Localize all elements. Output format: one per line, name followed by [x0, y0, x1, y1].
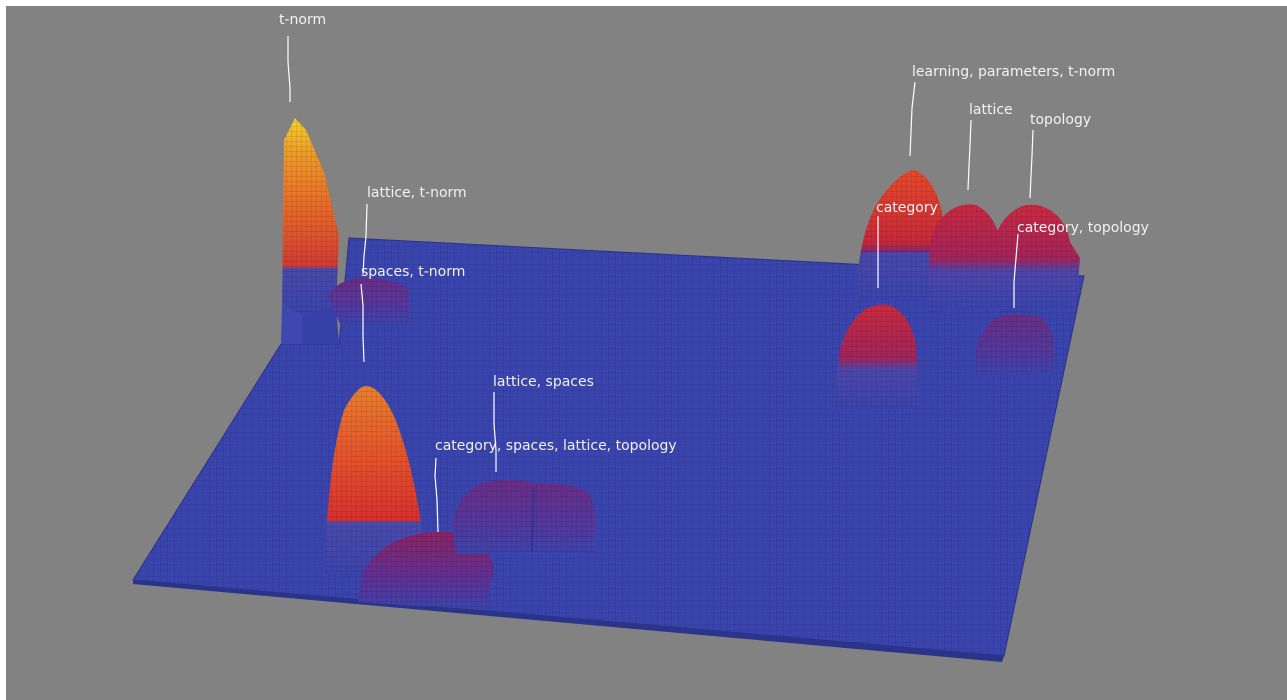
label-spaces-t-norm: spaces, t-norm — [361, 264, 465, 280]
peak-category — [832, 304, 920, 410]
mound-category-topology — [976, 314, 1054, 376]
label-topology: topology — [1030, 112, 1091, 128]
terrain-front-edge — [133, 580, 1004, 662]
leader-lines — [287, 36, 1034, 533]
peak-topology — [996, 204, 1080, 312]
label-lattice-spaces: lattice, spaces — [493, 374, 594, 390]
peak-t-norm — [281, 118, 339, 344]
label-category-topology: category, topology — [1017, 220, 1149, 236]
3d-view-canvas[interactable]: t-norm lattice, t-norm spaces, t-norm la… — [6, 6, 1287, 700]
peak-lattice — [928, 204, 1002, 312]
mound-lattice-t-norm — [328, 277, 410, 324]
label-t-norm: t-norm — [279, 12, 326, 28]
label-lattice: lattice — [969, 102, 1013, 118]
peak-spaces-t-norm — [324, 385, 426, 578]
terrain-scene: t-norm lattice, t-norm spaces, t-norm la… — [132, 12, 1149, 662]
mound-lattice-spaces — [452, 480, 596, 554]
label-category: category — [876, 200, 938, 216]
label-learning-parameters-t-norm: learning, parameters, t-norm — [912, 64, 1115, 80]
peak-learning-parameters-t-norm — [858, 170, 944, 302]
label-lattice-t-norm: lattice, t-norm — [367, 185, 467, 201]
label-category-spaces-lattice-topology: category, spaces, lattice, topology — [435, 438, 677, 454]
